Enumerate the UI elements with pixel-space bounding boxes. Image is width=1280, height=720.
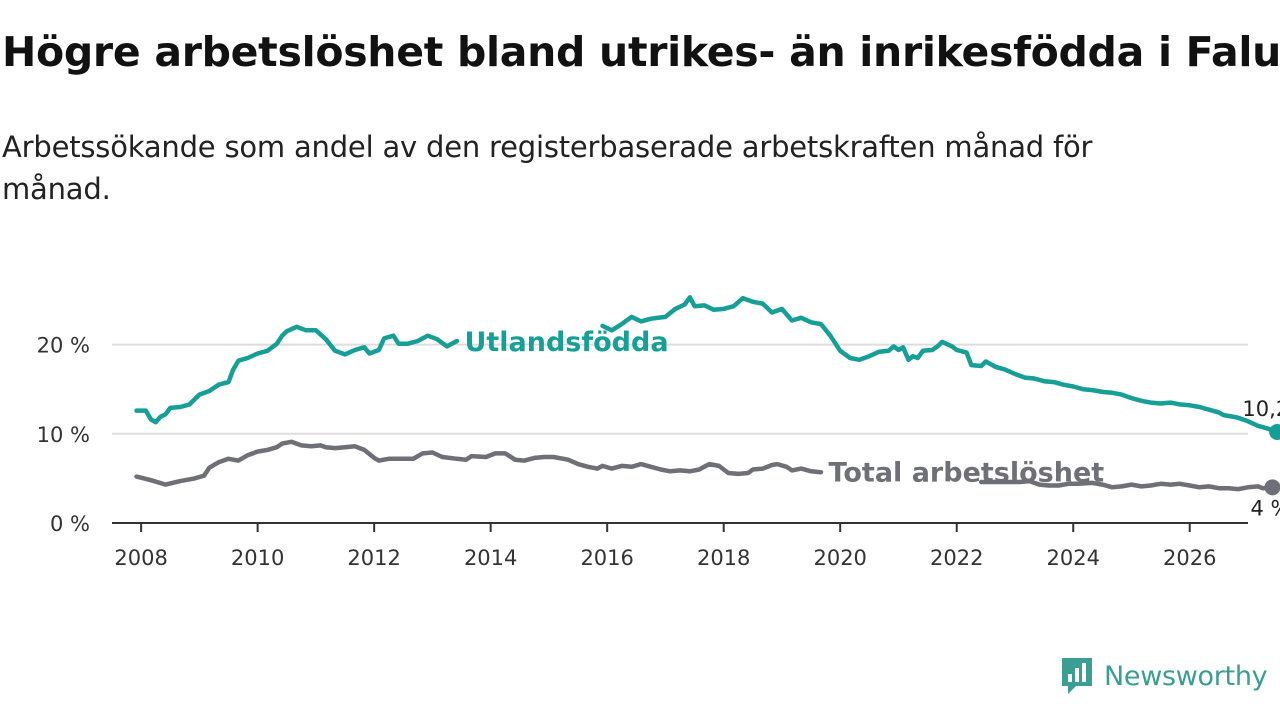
series-label-total-arbetsloshet: Total arbetslöshet [829,457,1105,488]
series-line-utlandsfodda [134,295,1280,435]
x-tick-label-2018: 2018 [697,546,750,570]
series-labels: Utlandsfödda Total arbetslöshet 10,2 % 4 % [464,327,1280,520]
end-point-utlandsfodda [1269,424,1280,441]
x-tick-label-2014: 2014 [464,546,517,570]
newsworthy-logo-icon [1062,658,1092,694]
series-group [134,295,1280,496]
x-tick-label-2016: 2016 [580,546,633,570]
gridlines [112,343,1248,435]
chart-subtitle: Arbetssökande som andel av den registerb… [2,130,1093,206]
end-point-total-arbetsloshet [1264,479,1280,496]
x-tick-label-2020: 2020 [813,546,866,570]
y-axis: 0 % 10 % 20 % [37,334,90,536]
y-tick-label-20: 20 % [37,334,90,358]
x-tick-label-2022: 2022 [930,546,983,570]
x-tick-label-2010: 2010 [231,546,284,570]
y-tick-label-0: 0 % [50,512,90,536]
x-axis: 2008 2010 2012 2014 2016 2018 2020 2022 2024 2026 [112,522,1248,570]
x-tick-label-2008: 2008 [114,546,167,570]
end-value-label-utlandsfodda: 10,2 % [1242,397,1280,421]
x-tick-label-2026: 2026 [1163,546,1216,570]
chart-title: Högre arbetslöshet bland utrikes- än inr… [2,28,1280,76]
brand-name: Newsworthy [1104,660,1268,692]
x-tick-label-2024: 2024 [1047,546,1100,570]
end-value-label-total-arbetsloshet: 4 % [1250,496,1280,520]
brand-logo: Newsworthy [1060,654,1268,698]
x-tick-label-2012: 2012 [347,546,400,570]
y-tick-label-10: 10 % [37,423,90,447]
series-line-total-arbetsloshet [134,439,1275,492]
series-label-utlandsfodda: Utlandsfödda [464,327,668,358]
